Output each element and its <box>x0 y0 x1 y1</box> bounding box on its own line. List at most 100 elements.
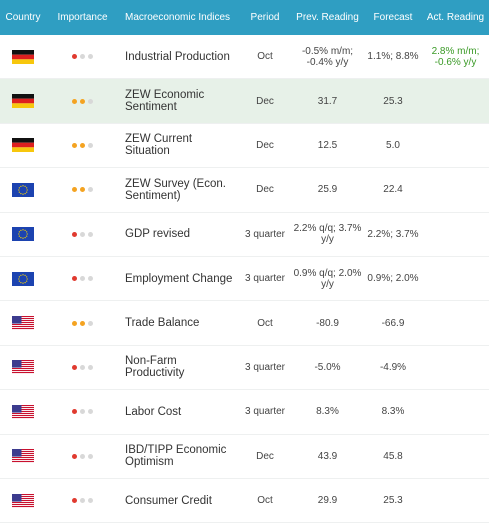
prev-reading-cell: 31.7 <box>317 95 338 107</box>
period-cell: Dec <box>256 95 274 107</box>
importance-dot-icon <box>88 98 93 104</box>
importance-dot-icon <box>80 98 85 104</box>
header-prev-reading: Prev. Reading <box>296 12 359 23</box>
forecast-cell: -66.9 <box>381 317 405 329</box>
importance-dot-icon <box>88 409 93 415</box>
country-cell <box>0 449 46 464</box>
table-row[interactable]: ZEW Survey (Econ. Sentiment) Dec 25.9 22.4 <box>0 168 489 213</box>
period-cell: 3 quarter <box>244 228 286 240</box>
importance-dot-icon <box>80 187 85 193</box>
importance-indicator <box>72 276 93 282</box>
usa-flag-icon <box>12 449 34 464</box>
importance-indicator <box>72 54 93 60</box>
country-cell <box>0 182 46 197</box>
germany-flag-icon <box>12 94 34 109</box>
importance-dot-icon <box>88 142 93 148</box>
importance-dot-icon <box>88 320 93 326</box>
importance-dot-icon <box>88 498 93 504</box>
importance-cell <box>46 184 119 195</box>
forecast-cell: 5.0 <box>386 139 400 151</box>
importance-dot-icon <box>72 364 77 370</box>
forecast-cell: 8.3% <box>381 406 405 418</box>
importance-cell <box>46 96 119 107</box>
forecast-cell: 25.3 <box>383 95 403 107</box>
period-cell: 3 quarter <box>244 273 286 285</box>
period-cell: Oct <box>257 317 273 329</box>
importance-dot-icon <box>80 54 85 60</box>
importance-dot-icon <box>72 187 77 193</box>
importance-dot-icon <box>72 142 77 148</box>
forecast-cell: 0.9%; 2.0% <box>367 273 419 285</box>
importance-dot-icon <box>80 231 85 237</box>
germany-flag-icon <box>12 138 34 153</box>
table-row[interactable]: ZEW Economic Sentiment Dec 31.7 25.3 <box>0 79 489 124</box>
importance-dot-icon <box>88 54 93 60</box>
period-cell: Dec <box>256 184 274 196</box>
prev-reading-cell: 2.2% q/q; 3.7% y/y <box>293 223 362 246</box>
importance-dot-icon <box>72 320 77 326</box>
country-cell <box>0 493 46 508</box>
forecast-cell: -4.9% <box>379 361 407 373</box>
country-cell <box>0 94 46 109</box>
table-row[interactable]: Employment Change 3 quarter 0.9% q/q; 2.0%… <box>0 257 489 302</box>
country-cell <box>0 316 46 331</box>
indicator-name: ZEW Current Situation <box>125 133 193 158</box>
importance-cell <box>46 451 119 462</box>
period-cell: Oct <box>257 51 273 63</box>
period-cell: 3 quarter <box>244 361 286 373</box>
country-cell <box>0 227 46 242</box>
table-row[interactable]: ZEW Current Situation Dec 12.5 5.0 <box>0 124 489 169</box>
table-row[interactable]: IBD/TIPP Economic Optimism Dec 43.9 45.8 <box>0 435 489 479</box>
importance-indicator <box>72 364 93 370</box>
table-row[interactable]: Labor Cost 3 quarter 8.3% 8.3% <box>0 390 489 435</box>
importance-dot-icon <box>88 364 93 370</box>
usa-flag-icon <box>12 316 34 331</box>
indicator-name: Employment Change <box>125 272 233 285</box>
importance-dot-icon <box>72 498 77 504</box>
prev-reading-cell: 0.9% q/q; 2.0% y/y <box>293 267 362 290</box>
actual-reading-cell: 2.8% m/m; -0.6% y/y <box>431 45 480 68</box>
prev-reading-cell: 25.9 <box>317 184 338 196</box>
importance-dot-icon <box>88 187 93 193</box>
country-cell <box>0 271 46 286</box>
forecast-cell: 25.3 <box>383 495 403 507</box>
header-country: Country <box>5 12 41 23</box>
importance-dot-icon <box>80 498 85 504</box>
table-row[interactable]: Trade Balance Oct -80.9 -66.9 <box>0 301 489 346</box>
prev-reading-cell: -80.9 <box>316 317 339 329</box>
importance-dot-icon <box>72 276 77 282</box>
indicator-name: GDP revised <box>125 228 190 241</box>
period-cell: Dec <box>256 139 274 151</box>
country-cell <box>0 360 46 375</box>
importance-dot-icon <box>72 231 77 237</box>
importance-dot-icon <box>88 453 93 459</box>
header-actual-reading: Act. Reading <box>426 12 485 23</box>
importance-dot-icon <box>80 453 85 459</box>
table-row[interactable]: Consumer Credit Oct 29.9 25.3 <box>0 479 489 523</box>
header-period: Period <box>250 12 280 23</box>
indicator-name: ZEW Survey (Econ. Sentiment) <box>125 177 226 202</box>
prev-reading-cell: 43.9 <box>317 450 338 462</box>
importance-indicator <box>72 142 93 148</box>
prev-reading-cell: -5.0% <box>314 361 341 373</box>
importance-dot-icon <box>80 320 85 326</box>
period-cell: Oct <box>257 495 273 507</box>
header-forecast: Forecast <box>373 12 413 23</box>
table-row[interactable]: GDP revised 3 quarter 2.2% q/q; 3.7% y/y 2.… <box>0 213 489 257</box>
indicator-name: Consumer Credit <box>125 494 212 507</box>
importance-indicator <box>72 231 93 237</box>
forecast-cell: 2.2%; 3.7% <box>367 228 419 240</box>
importance-dot-icon <box>88 231 93 237</box>
table-row[interactable]: Industrial Production Oct -0.5% m/m; -0.4%… <box>0 35 489 80</box>
importance-cell <box>46 273 119 284</box>
importance-dot-icon <box>72 54 77 60</box>
importance-indicator <box>72 320 93 326</box>
indicator-name: Labor Cost <box>125 405 182 418</box>
importance-cell <box>46 229 119 240</box>
forecast-cell: 22.4 <box>383 184 403 196</box>
table-row[interactable]: Non-Farm Productivity 3 quarter -5.0% -4.9% <box>0 346 489 391</box>
importance-dot-icon <box>72 98 77 104</box>
usa-flag-icon <box>12 404 34 419</box>
importance-cell <box>46 318 119 329</box>
eu-flag-icon <box>12 182 34 197</box>
